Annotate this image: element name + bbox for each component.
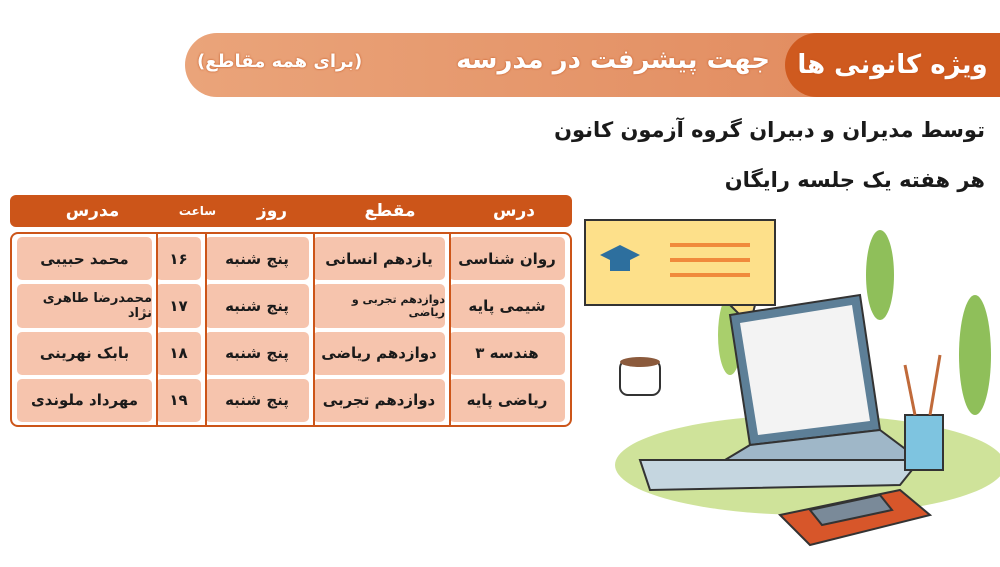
speech-bubble-icon	[584, 219, 776, 327]
tagline-1: توسط مدیران و دبیران گروه آزمون کانون	[554, 118, 985, 142]
table-row: شیمی پایه دوازدهم تجربی و ریاضی پنج شنبه…	[15, 284, 567, 328]
study-illustration	[584, 219, 1000, 547]
cell-grade: دوازدهم تجربی	[313, 378, 445, 422]
column-divider	[205, 234, 207, 425]
schedule-table: درس مقطع روز ساعت مدرس روان شناسی یازدهم…	[10, 195, 572, 427]
graduation-cap-icon	[600, 245, 640, 271]
cell-teacher: مهرداد ملوندی	[17, 378, 152, 422]
header-grade: مقطع	[364, 201, 416, 221]
header-hour: ساعت	[178, 204, 217, 218]
header-teacher: مدرس	[65, 201, 120, 221]
cell-course: شیمی پایه	[449, 284, 565, 328]
cell-teacher: بابک نهرینی	[17, 331, 152, 375]
column-divider	[156, 234, 158, 425]
column-divider	[313, 234, 315, 425]
cell-day: پنج شنبه	[205, 284, 309, 328]
cell-grade: یازدهم انسانی	[313, 237, 445, 281]
cell-grade: دوازدهم ریاضی	[313, 331, 445, 375]
cell-hour: ۱۶	[156, 237, 201, 281]
cell-grade: دوازدهم تجربی و ریاضی	[313, 284, 445, 328]
column-divider	[449, 234, 451, 425]
pen-holder-icon	[903, 354, 944, 471]
cell-hour: ۱۹	[156, 378, 201, 422]
table-row: ریاضی پایه دوازدهم تجربی پنج شنبه ۱۹ مهر…	[15, 378, 567, 422]
coffee-cup-icon	[619, 357, 661, 396]
table-body: روان شناسی یازدهم انسانی پنج شنبه ۱۶ محم…	[10, 232, 572, 427]
banner-title: جهت پیشرفت در مدرسه	[456, 45, 770, 75]
phone-icon	[808, 493, 894, 527]
cell-course: ریاضی پایه	[449, 378, 565, 422]
table-row: هندسه ۳ دوازدهم ریاضی پنج شنبه ۱۸ بابک ن…	[15, 331, 567, 375]
cell-course: روان شناسی	[449, 237, 565, 281]
table-header: درس مقطع روز ساعت مدرس	[10, 195, 572, 227]
header-day: روز	[256, 201, 288, 221]
header-course: درس	[493, 201, 535, 221]
banner-subtitle: (برای همه مقاطع)	[197, 51, 363, 72]
cell-hour: ۱۷	[156, 284, 201, 328]
cell-day: پنج شنبه	[205, 331, 309, 375]
cell-hour: ۱۸	[156, 331, 201, 375]
banner-highlight-pill: ویژه کانونی ها	[785, 33, 1000, 97]
tagline-2: هر هفته یک جلسه رایگان	[724, 168, 985, 192]
cell-day: پنج شنبه	[205, 237, 309, 281]
banner-highlight: ویژه کانونی ها	[797, 50, 988, 80]
table-row: روان شناسی یازدهم انسانی پنج شنبه ۱۶ محم…	[15, 237, 567, 281]
cell-course: هندسه ۳	[449, 331, 565, 375]
cell-teacher: محمد حبیبی	[17, 237, 152, 281]
cell-teacher: محمدرضا طاهری نژاد	[17, 284, 152, 328]
cell-day: پنج شنبه	[205, 378, 309, 422]
laptop-icon	[638, 293, 923, 492]
title-banner: (برای همه مقاطع) جهت پیشرفت در مدرسه ویژ…	[185, 33, 1000, 97]
